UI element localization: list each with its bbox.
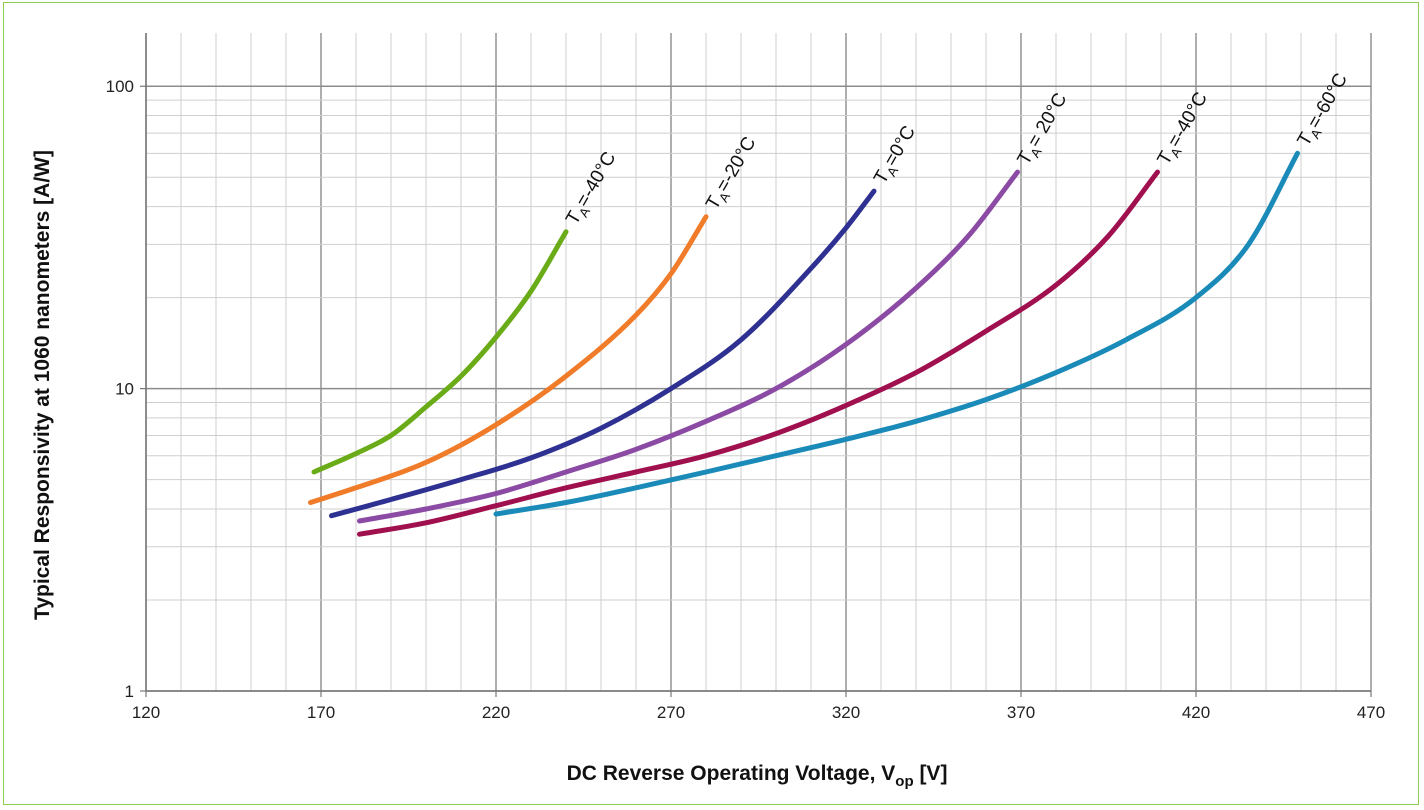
series-label-2: TA=-20°C	[702, 133, 763, 214]
series-label-6: TA=-60°C	[1294, 70, 1355, 151]
x-tick-label: 120	[132, 703, 160, 722]
series-line-4	[357, 169, 1020, 524]
series-lines	[308, 150, 1300, 537]
series-labels: TA=-40°C TA=-20°C TA=0°C TA= 20°C TA=-40°C TA…	[562, 70, 1355, 229]
series-label-5: TA=-40°C	[1154, 89, 1215, 170]
series-line-6	[493, 150, 1300, 517]
x-tick-label: 170	[307, 703, 335, 722]
series-label-3: TA=0°C	[870, 122, 922, 189]
y-axis-title: Typical Responsivity at 1060 nanometers …	[31, 150, 54, 620]
y-tick-label: 100	[106, 77, 134, 96]
series-line-1	[311, 229, 569, 475]
series-label-4: TA= 20°C	[1014, 90, 1074, 171]
axes: 120 170 220 270 320 370 420 470 1 10 100	[106, 33, 1385, 722]
x-tick-label: 320	[832, 703, 860, 722]
series-line-3	[329, 188, 877, 519]
x-tick-label: 220	[482, 703, 510, 722]
series-line-2	[308, 214, 709, 505]
x-tick-label: 420	[1182, 703, 1210, 722]
x-tick-label: 270	[657, 703, 685, 722]
y-tick-label: 1	[125, 682, 134, 701]
x-axis-title: DC Reverse Operating Voltage, Vop [V]	[567, 762, 948, 790]
y-tick-label: 10	[115, 380, 134, 399]
chart-frame	[3, 2, 1419, 805]
series-line-5	[357, 169, 1160, 537]
x-tick-label: 470	[1357, 703, 1385, 722]
x-tick-label: 370	[1007, 703, 1035, 722]
series-label-1: TA=-40°C	[562, 148, 623, 229]
